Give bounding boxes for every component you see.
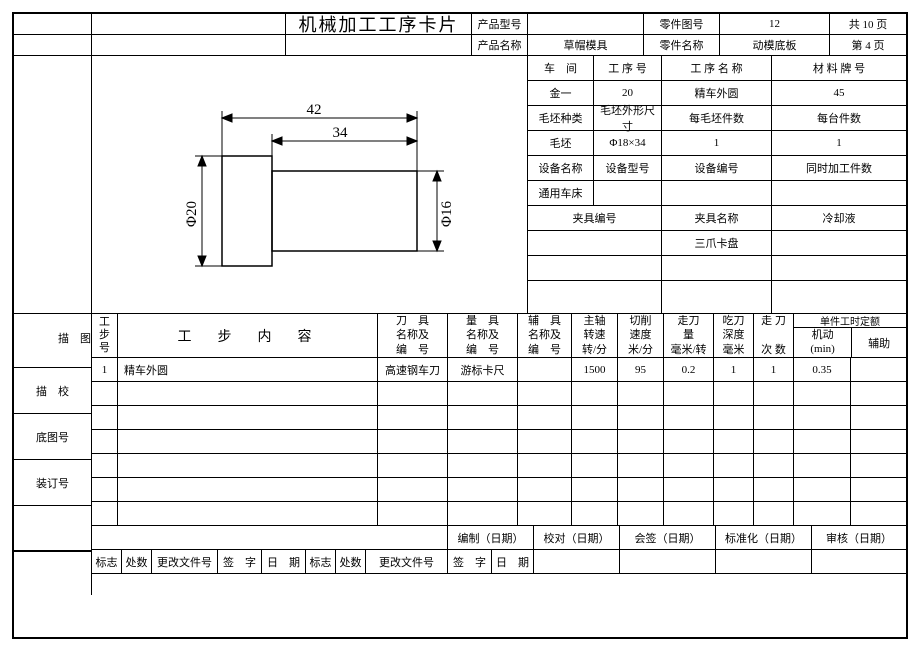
footer-date1: 日 期 xyxy=(262,550,306,573)
footer-proofread: 校对（日期） xyxy=(534,526,620,549)
footer-place2: 处数 xyxy=(336,550,366,573)
col-quota: 单件工时定额 xyxy=(794,314,906,328)
step-depth: 1 xyxy=(714,358,754,381)
dim-34: 34 xyxy=(333,125,349,141)
step-content: 精车外圆 xyxy=(118,358,378,381)
part-drawing-svg: 42 34 Φ20 xyxy=(92,56,528,314)
left-check: 描 校 xyxy=(14,368,91,414)
col-step-no: 工步号 xyxy=(92,314,118,357)
step-measure: 游标卡尺 xyxy=(448,358,518,381)
col-depth: 吃刀深度毫米 xyxy=(714,314,754,357)
blank-size: Φ18×34 xyxy=(594,131,662,155)
left-bottom-no: 底图号 xyxy=(14,414,91,460)
blank-type-label: 毛坯种类 xyxy=(528,106,594,130)
col-passes: 走 刀次 数 xyxy=(754,314,794,357)
equip-no-label: 设备编号 xyxy=(662,156,772,180)
col-tool: 刀 具名称及编 号 xyxy=(378,314,448,357)
col-feed: 走刀量毫米/转 xyxy=(664,314,714,357)
part-drawing-no-label: 零件图号 xyxy=(644,14,720,34)
fixture-name: 三爪卡盘 xyxy=(662,231,772,255)
dim-dia16: Φ16 xyxy=(439,201,455,227)
footer-sign1: 签 字 xyxy=(218,550,262,573)
coolant-label: 冷却液 xyxy=(772,206,906,230)
footer-place1: 处数 xyxy=(122,550,152,573)
step-tool: 高速钢车刀 xyxy=(378,358,448,381)
footer-mark2: 标志 xyxy=(306,550,336,573)
material: 45 xyxy=(772,81,906,105)
col-cut-speed: 切削速度米/分 xyxy=(618,314,664,357)
workshop: 金一 xyxy=(528,81,594,105)
blank-size-label: 毛坯外形尺寸 xyxy=(594,106,662,130)
col-aux: 辅 具名称及编 号 xyxy=(518,314,572,357)
product-name-label: 产品名称 xyxy=(472,35,528,55)
fixture-name-label: 夹具名称 xyxy=(662,206,772,230)
part-name: 动模底板 xyxy=(720,35,830,55)
col-step-content: 工 步 内 容 xyxy=(118,314,378,357)
footer-change1: 更改文件号 xyxy=(152,550,218,573)
footer-audit: 审核（日期） xyxy=(812,526,906,549)
left-bind-no: 装订号 xyxy=(14,460,91,506)
fixture-no-label: 夹具编号 xyxy=(528,206,662,230)
process-card: 机械加工工序卡片 产品型号 零件图号 12 共 10 页 产品名称 草帽模具 零… xyxy=(12,12,908,639)
blank-type: 毛坯 xyxy=(528,131,594,155)
equip-name: 通用车床 xyxy=(528,181,594,205)
footer-change2: 更改文件号 xyxy=(366,550,448,573)
product-name: 草帽模具 xyxy=(528,35,644,55)
footer-mark1: 标志 xyxy=(92,550,122,573)
process-name-label: 工 序 名 称 xyxy=(662,56,772,80)
total-pages: 共 10 页 xyxy=(830,14,906,34)
footer-date2: 日 期 xyxy=(492,550,534,573)
process-name: 精车外圆 xyxy=(662,81,772,105)
step-machine: 0.35 xyxy=(794,358,851,381)
per-blank-label: 每毛坯件数 xyxy=(662,106,772,130)
process-no-label: 工 序 号 xyxy=(594,56,662,80)
step-aux xyxy=(518,358,572,381)
footer-sign2: 签 字 xyxy=(448,550,492,573)
dim-dia20: Φ20 xyxy=(184,201,200,227)
drawing-area: 42 34 Φ20 xyxy=(92,56,528,313)
part-name-label: 零件名称 xyxy=(644,35,720,55)
part-drawing-no: 12 xyxy=(720,14,830,34)
step-no: 1 xyxy=(92,358,118,381)
step-passes: 1 xyxy=(754,358,794,381)
product-model-label: 产品型号 xyxy=(472,14,528,34)
step-cut-speed: 95 xyxy=(618,358,664,381)
equip-model-label: 设备型号 xyxy=(594,156,662,180)
per-blank: 1 xyxy=(662,131,772,155)
step-aux-time xyxy=(851,358,906,381)
material-label: 材 料 牌 号 xyxy=(772,56,906,80)
footer-standardize: 标准化（日期） xyxy=(716,526,812,549)
doc-title: 机械加工工序卡片 xyxy=(286,14,472,34)
col-machine: 机动(min) xyxy=(794,328,852,357)
footer-compile: 编制（日期） xyxy=(448,526,534,549)
workshop-label: 车 间 xyxy=(528,56,594,80)
current-page: 第 4 页 xyxy=(830,35,906,55)
col-measure: 量 具名称及编 号 xyxy=(448,314,518,357)
col-aux-time: 辅助 xyxy=(852,328,906,357)
footer-countersign: 会签（日期） xyxy=(620,526,716,549)
equip-name-label: 设备名称 xyxy=(528,156,594,180)
col-spindle: 主轴转速转/分 xyxy=(572,314,618,357)
per-unit: 1 xyxy=(772,131,906,155)
step-row: 1 精车外圆 高速钢车刀 游标卡尺 1500 95 0.2 1 1 0.35 xyxy=(92,358,906,382)
product-model xyxy=(528,14,644,34)
simul-label: 同时加工件数 xyxy=(772,156,906,180)
step-spindle: 1500 xyxy=(572,358,618,381)
dim-42: 42 xyxy=(307,102,322,118)
step-feed: 0.2 xyxy=(664,358,714,381)
left-draw: 描 图 xyxy=(14,314,91,368)
per-unit-label: 每台件数 xyxy=(772,106,906,130)
